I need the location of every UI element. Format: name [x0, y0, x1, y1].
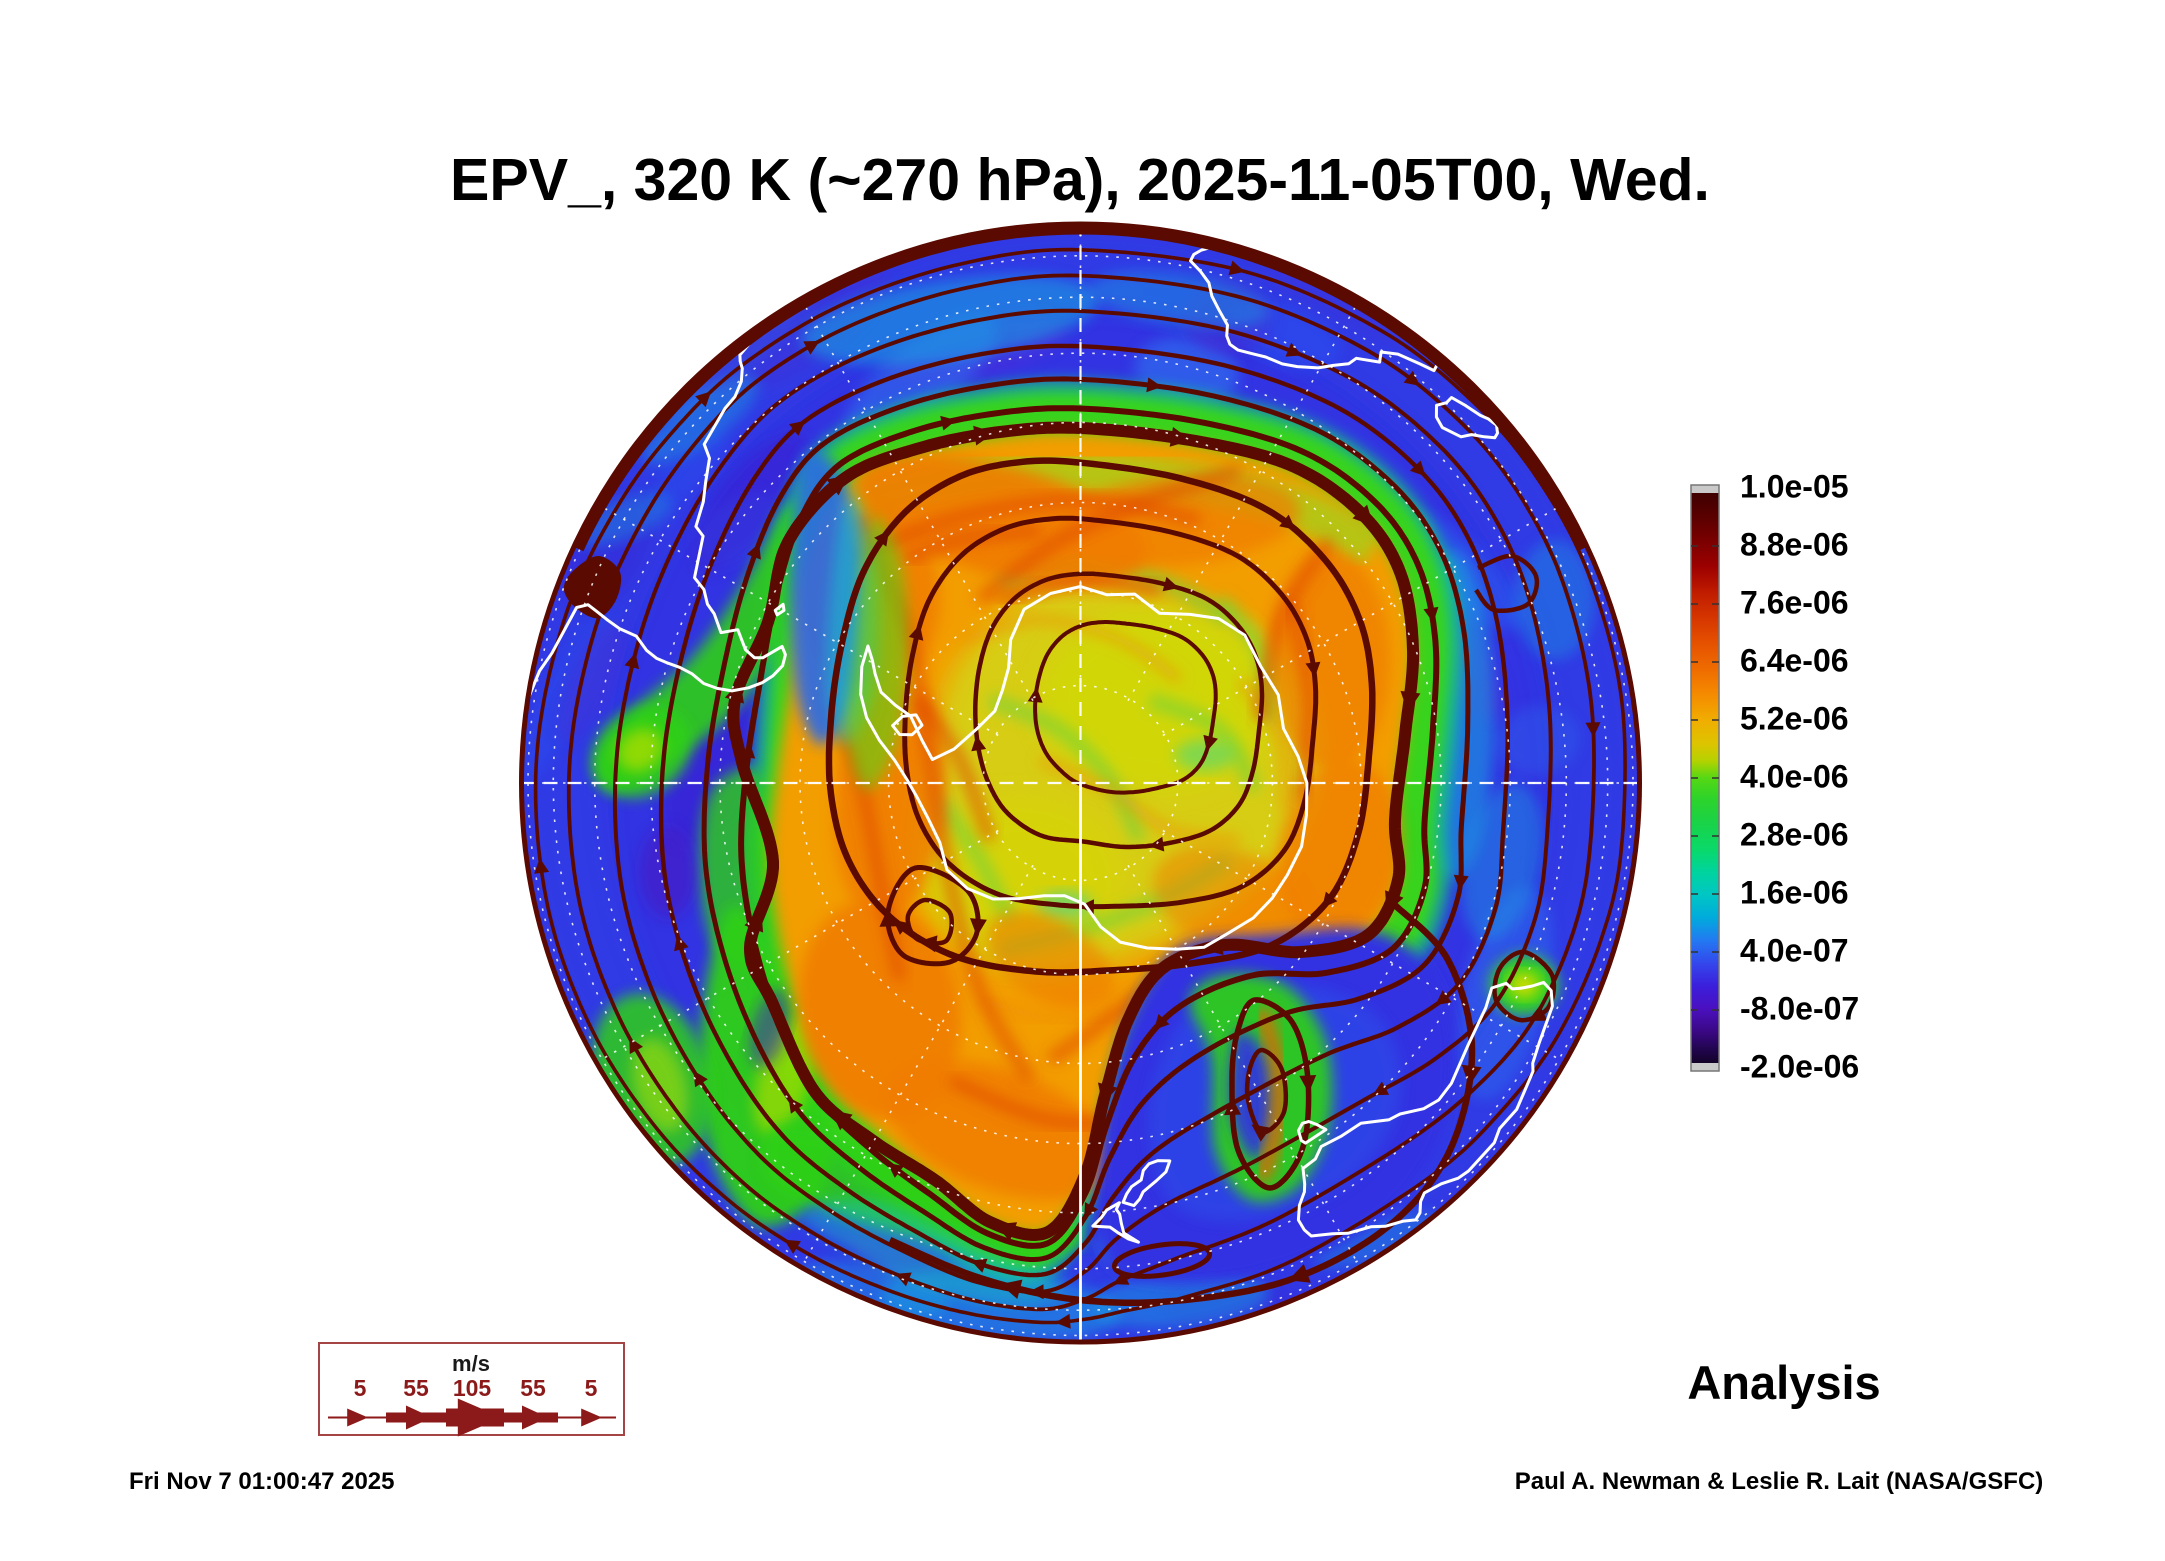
svg-text:105: 105 — [453, 1375, 492, 1401]
svg-text:EPV_, 320 K (~270 hPa), 2025-1: EPV_, 320 K (~270 hPa), 2025-11-05T00, W… — [450, 147, 1710, 213]
svg-text:5: 5 — [585, 1375, 598, 1401]
svg-text:5: 5 — [354, 1375, 367, 1401]
svg-text:1.0e-05: 1.0e-05 — [1740, 468, 1849, 504]
svg-text:5.2e-06: 5.2e-06 — [1740, 700, 1849, 736]
svg-text:4.0e-06: 4.0e-06 — [1740, 758, 1849, 794]
svg-text:Analysis: Analysis — [1687, 1356, 1880, 1409]
svg-text:4.0e-07: 4.0e-07 — [1740, 932, 1849, 968]
svg-text:1.6e-06: 1.6e-06 — [1740, 874, 1849, 910]
svg-text:-2.0e-06: -2.0e-06 — [1740, 1048, 1859, 1084]
svg-text:55: 55 — [520, 1375, 546, 1401]
svg-text:m/s: m/s — [452, 1351, 490, 1376]
svg-text:8.8e-06: 8.8e-06 — [1740, 526, 1849, 562]
svg-text:-8.0e-07: -8.0e-07 — [1740, 990, 1859, 1026]
svg-text:7.6e-06: 7.6e-06 — [1740, 584, 1849, 620]
svg-text:6.4e-06: 6.4e-06 — [1740, 642, 1849, 678]
svg-text:55: 55 — [403, 1375, 429, 1401]
svg-text:Fri Nov 7 01:00:47 2025: Fri Nov 7 01:00:47 2025 — [129, 1468, 395, 1495]
svg-text:2.8e-06: 2.8e-06 — [1740, 816, 1849, 852]
svg-text:Paul A. Newman & Leslie R. Lai: Paul A. Newman & Leslie R. Lait (NASA/GS… — [1515, 1468, 2044, 1495]
